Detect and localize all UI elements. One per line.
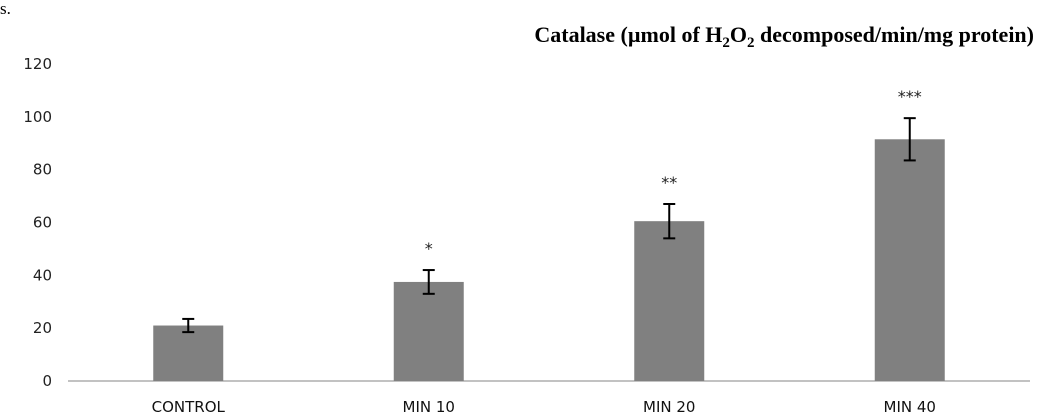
y-tick-label: 60 [33, 214, 52, 232]
chart-title: Catalase (µmol of H2O2 decomposed/min/mg… [534, 22, 1034, 51]
significance-label: *** [898, 87, 922, 106]
y-tick-label: 40 [33, 266, 52, 284]
error-bar [182, 317, 195, 334]
corner-text-fragment: s. [0, 0, 11, 18]
y-tick-label: 80 [33, 161, 52, 179]
bar [874, 139, 945, 381]
significance-labels: ****** [425, 87, 922, 258]
x-tick-label: MIN 10 [403, 398, 455, 415]
title-part-before: Catalase (µmol of H [534, 22, 722, 47]
error-bar [903, 117, 916, 162]
x-tick-label: MIN 40 [884, 398, 936, 415]
x-tick-label: CONTROL [152, 398, 226, 415]
y-tick-label: 120 [23, 55, 52, 73]
bar [153, 325, 224, 381]
error-bar [663, 203, 676, 240]
x-axis-labels: CONTROL MIN 10 MIN 20 MIN 40 [152, 398, 936, 416]
title-part-middle: O [730, 22, 747, 47]
bar [634, 221, 705, 381]
title-part-after: decomposed/min/mg protein) [755, 22, 1034, 47]
title-subscript-2: 2 [747, 35, 755, 51]
error-bars-group [182, 117, 916, 334]
x-tick-label: MIN 20 [643, 398, 695, 415]
y-tick-label: 20 [33, 319, 52, 337]
bars-group [153, 139, 945, 381]
y-tick-label: 100 [23, 108, 52, 126]
y-axis-ticks: 0 20 40 60 80 100 120 [23, 55, 52, 390]
bar [393, 281, 464, 381]
error-bar [422, 269, 435, 295]
title-subscript-1: 2 [722, 35, 730, 51]
y-tick-label: 0 [42, 372, 52, 390]
significance-label: ** [661, 173, 677, 192]
significance-label: * [425, 239, 433, 258]
